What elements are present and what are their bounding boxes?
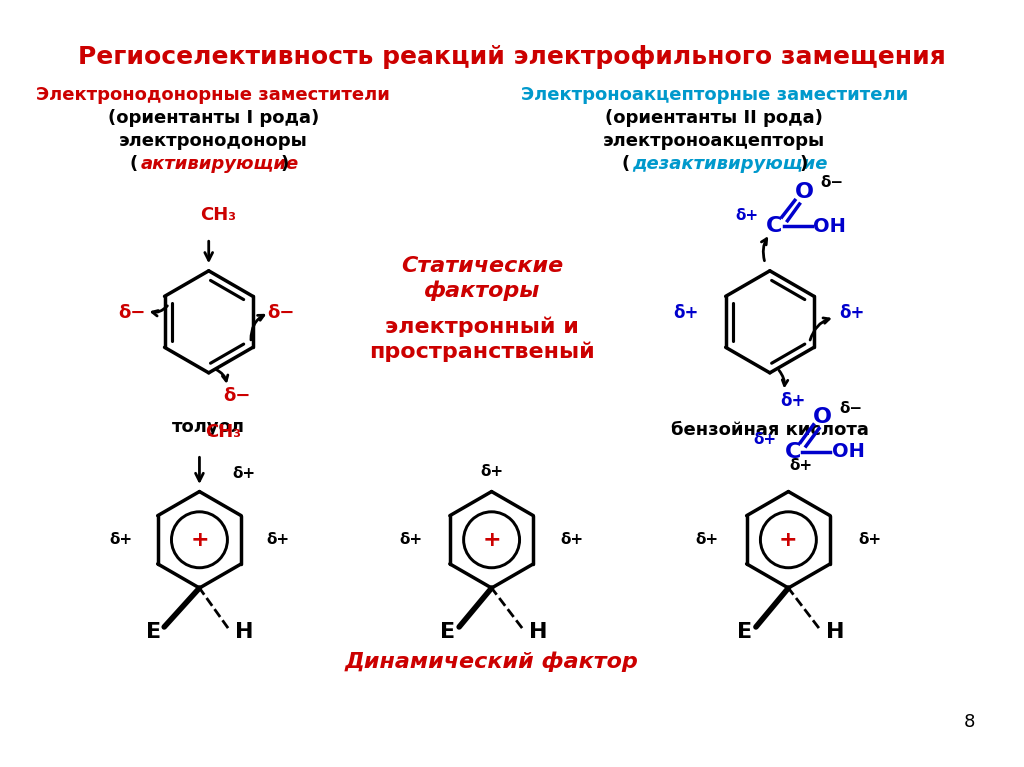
Text: Региоселективность реакций электрофильного замещения: Региоселективность реакций электрофильно… bbox=[78, 45, 946, 70]
Text: O: O bbox=[813, 407, 833, 427]
Text: δ+: δ+ bbox=[674, 304, 699, 321]
Text: E: E bbox=[440, 621, 456, 642]
Text: дезактивирующие: дезактивирующие bbox=[633, 155, 828, 173]
Text: H: H bbox=[234, 621, 253, 642]
Text: CH₃: CH₃ bbox=[205, 423, 241, 440]
Text: (: ( bbox=[622, 155, 630, 173]
Text: +: + bbox=[779, 530, 798, 550]
Text: O: O bbox=[795, 182, 814, 202]
Text: электронодоноры: электронодоноры bbox=[119, 132, 308, 150]
Text: C: C bbox=[766, 216, 782, 236]
Text: δ+: δ+ bbox=[399, 532, 423, 548]
Text: ): ) bbox=[281, 155, 289, 173]
Text: бензойная кислота: бензойная кислота bbox=[671, 421, 868, 439]
Text: δ+: δ+ bbox=[839, 304, 864, 321]
Text: OH: OH bbox=[831, 442, 865, 461]
Text: δ+: δ+ bbox=[232, 466, 256, 480]
Text: δ−: δ− bbox=[223, 387, 250, 405]
Text: δ+: δ+ bbox=[754, 432, 777, 447]
Text: H: H bbox=[825, 621, 844, 642]
Text: δ+: δ+ bbox=[858, 532, 882, 548]
Text: (ориентанты I рода): (ориентанты I рода) bbox=[108, 109, 319, 127]
Text: 8: 8 bbox=[964, 713, 975, 732]
Text: δ+: δ+ bbox=[480, 463, 503, 479]
Text: δ−: δ− bbox=[267, 304, 295, 321]
Text: Статические: Статические bbox=[401, 256, 563, 276]
Text: δ+: δ+ bbox=[780, 392, 806, 410]
Text: факторы: факторы bbox=[424, 281, 541, 301]
Text: Электронодонорные заместители: Электронодонорные заместители bbox=[37, 86, 390, 104]
Text: δ−: δ− bbox=[820, 175, 844, 190]
Text: +: + bbox=[190, 530, 209, 550]
Text: (: ( bbox=[130, 155, 138, 173]
Text: CH₃: CH₃ bbox=[200, 206, 236, 225]
Text: активирующие: активирующие bbox=[141, 155, 299, 173]
Text: δ+: δ+ bbox=[695, 532, 718, 548]
Text: δ−: δ− bbox=[839, 400, 862, 416]
Text: δ+: δ+ bbox=[788, 458, 812, 473]
Text: ): ) bbox=[800, 155, 808, 173]
Text: δ+: δ+ bbox=[109, 532, 132, 548]
Text: (ориентанты II рода): (ориентанты II рода) bbox=[605, 109, 823, 127]
Text: C: C bbox=[784, 442, 801, 462]
Text: Электроноакцепторные заместители: Электроноакцепторные заместители bbox=[520, 86, 908, 104]
Text: H: H bbox=[528, 621, 547, 642]
Text: δ+: δ+ bbox=[735, 208, 758, 222]
Text: толуол: толуол bbox=[172, 417, 245, 436]
Text: пространственый: пространственый bbox=[370, 341, 595, 362]
Text: δ+: δ+ bbox=[266, 532, 290, 548]
Text: δ−: δ− bbox=[118, 304, 145, 321]
Text: электроноакцепторы: электроноакцепторы bbox=[603, 132, 825, 150]
Text: δ+: δ+ bbox=[561, 532, 584, 548]
Text: электронный и: электронный и bbox=[385, 316, 580, 337]
Text: Динамический фактор: Динамический фактор bbox=[345, 652, 639, 673]
Text: E: E bbox=[145, 621, 161, 642]
Text: E: E bbox=[737, 621, 753, 642]
Text: OH: OH bbox=[813, 217, 846, 235]
Text: +: + bbox=[482, 530, 501, 550]
